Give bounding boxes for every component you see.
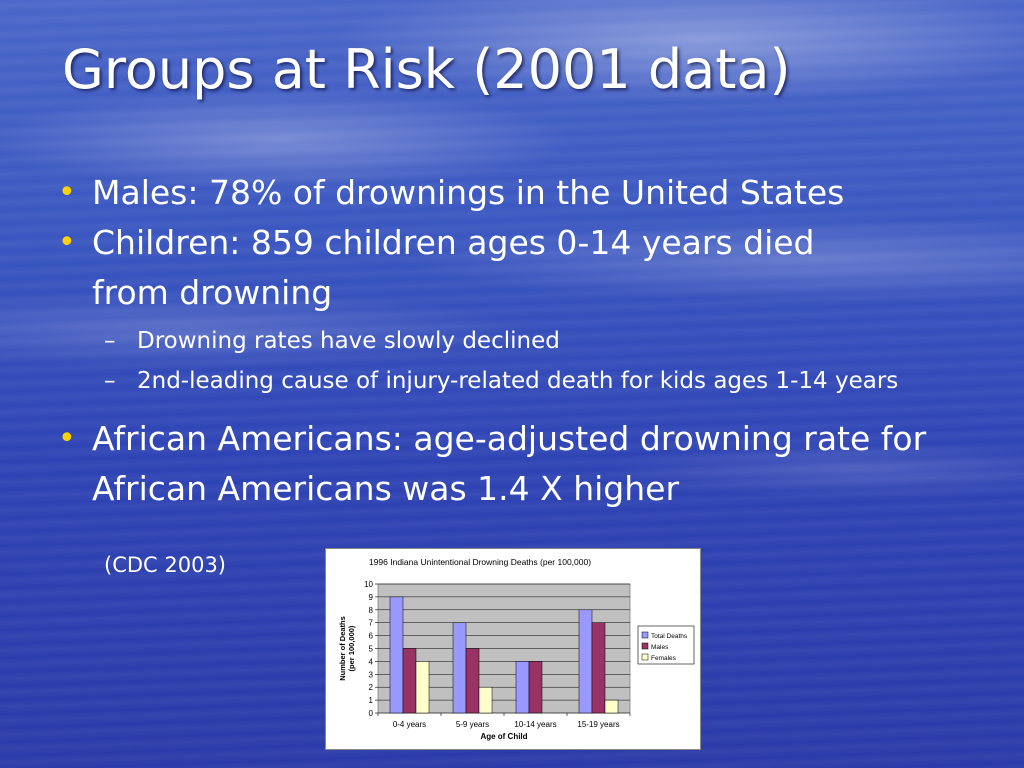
x-tick-label: 10-14 years (514, 720, 556, 729)
bar-total-deaths (578, 609, 593, 714)
legend-swatch (641, 631, 649, 639)
sub-bullet-dash-icon: – (104, 368, 116, 394)
bar-females (415, 661, 430, 714)
bullet-dot-icon: • (58, 225, 76, 260)
y-tick-label: 2 (369, 683, 374, 692)
legend-swatch (641, 653, 649, 661)
bullet-text: Children: 859 children ages 0-14 years d… (92, 223, 815, 312)
y-tick-label: 5 (369, 645, 374, 654)
legend-label: Females (651, 655, 677, 662)
bullet-list: • Males: 78% of drownings in the United … (52, 168, 952, 514)
legend-label: Males (651, 644, 669, 651)
chart-container: 1996 Indiana Unintentional Drowning Deat… (325, 548, 701, 750)
legend-label: Total Deaths (651, 633, 688, 640)
bar-total-deaths (515, 661, 530, 714)
legend-swatch (641, 642, 649, 650)
sub-bullet-text: 2nd-leading cause of injury-related deat… (137, 368, 899, 394)
bar-males (465, 648, 480, 714)
y-axis-label-units: (per 100,000) (347, 625, 356, 671)
bullet-males: • Males: 78% of drownings in the United … (52, 168, 952, 218)
x-axis-label: Age of Child (480, 732, 527, 741)
y-tick-label: 6 (369, 632, 374, 641)
sub-bullet-cause: – 2nd-leading cause of injury-related de… (52, 364, 917, 398)
y-tick-label: 8 (369, 606, 374, 615)
bullet-text: Males: 78% of drownings in the United St… (92, 173, 845, 212)
sub-bullet-text: Drowning rates have slowly declined (137, 328, 560, 354)
y-tick-label: 9 (369, 593, 374, 602)
bar-males (591, 622, 606, 714)
chart-title: 1996 Indiana Unintentional Drowning Deat… (369, 557, 591, 567)
bar-females (604, 699, 619, 714)
bullet-children: • Children: 859 children ages 0-14 years… (52, 218, 892, 318)
bar-males (402, 648, 417, 714)
x-tick-label: 5-9 years (456, 720, 489, 729)
bar-total-deaths (452, 622, 467, 714)
bullet-dot-icon: • (58, 421, 76, 456)
sub-bullet-dash-icon: – (104, 328, 116, 354)
y-tick-label: 1 (369, 696, 374, 705)
bar-total-deaths (389, 596, 404, 714)
bullet-african-americans: • African Americans: age-adjusted drowni… (52, 414, 972, 514)
y-axis-label: Number of Deaths (338, 616, 347, 681)
y-tick-label: 0 (369, 709, 374, 718)
bar-males (528, 661, 543, 714)
y-tick-label: 7 (369, 619, 374, 628)
x-tick-label: 15-19 years (577, 720, 619, 729)
sub-bullet-rates: – Drowning rates have slowly declined (52, 324, 952, 358)
bullet-text: African Americans: age-adjusted drowning… (92, 419, 927, 508)
y-tick-label: 10 (364, 580, 373, 589)
x-tick-label: 0-4 years (393, 720, 426, 729)
bar-chart: 1996 Indiana Unintentional Drowning Deat… (338, 557, 695, 741)
bar-females (478, 686, 493, 714)
slide-title: Groups at Risk (2001 data) (62, 38, 791, 101)
y-tick-label: 4 (369, 657, 374, 666)
citation: (CDC 2003) (104, 553, 227, 577)
y-tick-label: 3 (369, 670, 374, 679)
bullet-dot-icon: • (58, 175, 76, 210)
